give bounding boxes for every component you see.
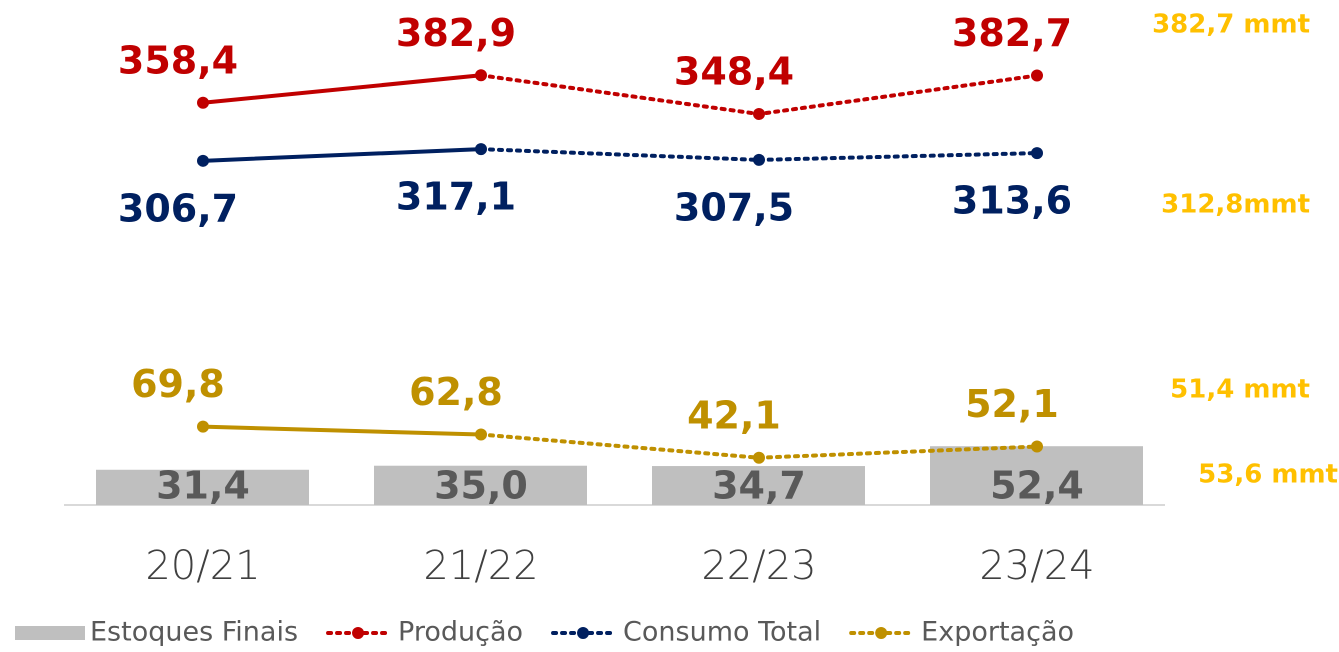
- annotation: 51,4 mmt: [1170, 375, 1310, 405]
- point: [197, 154, 209, 167]
- value-label: 42,1: [687, 393, 781, 437]
- bar-value-label: 31,4: [156, 464, 250, 508]
- legend-label: Estoques Finais: [90, 617, 298, 648]
- legend-marker: [352, 627, 365, 639]
- legend-marker: [577, 627, 590, 639]
- value-label: 382,7: [952, 11, 1072, 55]
- value-label: 313,6: [952, 179, 1072, 223]
- annotation: 53,6 mmt: [1198, 460, 1338, 490]
- x-tick-label: 21/22: [423, 543, 538, 589]
- point: [475, 69, 487, 82]
- x-tick-label: 20/21: [145, 543, 260, 589]
- value-label: 358,4: [118, 38, 238, 82]
- point: [197, 420, 209, 433]
- value-label: 306,7: [118, 186, 238, 230]
- point: [475, 428, 487, 441]
- line: [201, 73, 483, 105]
- point: [753, 108, 765, 121]
- value-label: 382,9: [396, 11, 516, 55]
- point: [1031, 69, 1043, 82]
- point: [753, 451, 765, 464]
- value-label: 52,1: [965, 382, 1059, 426]
- bar: [652, 466, 865, 505]
- bar: [96, 469, 309, 505]
- point: [475, 143, 487, 156]
- line: [201, 147, 483, 163]
- value-label: 348,4: [674, 50, 794, 94]
- bar-value-label: 34,7: [712, 464, 806, 508]
- value-label: 69,8: [131, 362, 225, 406]
- legend-swatch: [15, 626, 85, 640]
- point: [753, 153, 765, 166]
- legend-marker: [875, 627, 888, 639]
- annotation: 312,8mmt: [1161, 190, 1310, 220]
- value-label: 307,5: [674, 185, 794, 229]
- value-label: 317,1: [396, 175, 516, 219]
- value-label: 62,8: [409, 370, 503, 414]
- point: [197, 96, 209, 109]
- bar: [374, 465, 587, 505]
- x-tick-label: 23/24: [979, 543, 1094, 589]
- line: [201, 424, 483, 437]
- legend-label: Produção: [398, 617, 523, 648]
- bar: [930, 446, 1143, 505]
- bar-value-label: 35,0: [434, 464, 528, 508]
- bar-value-label: 52,4: [990, 464, 1084, 508]
- legend-label: Consumo Total: [623, 617, 821, 648]
- annotation: 382,7 mmt: [1152, 10, 1310, 40]
- point: [1031, 147, 1043, 160]
- x-tick-label: 22/23: [701, 543, 816, 589]
- point: [1031, 440, 1043, 453]
- legend-label: Exportação: [921, 617, 1074, 648]
